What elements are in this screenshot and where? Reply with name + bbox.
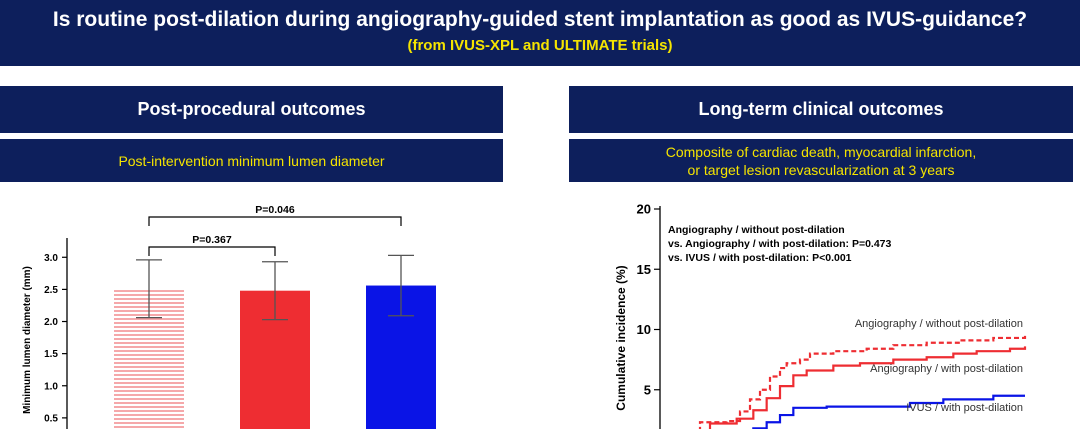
lumen-diameter-bar-chart: 0.5 1.0 1.5 2.0 2.5 3.0 Minimum lumen diamete… [22, 204, 436, 429]
bar-chart-y-ticks: 0.5 1.0 1.5 2.0 2.5 3.0 [44, 253, 67, 424]
left-panel-subheading-text: Post-intervention minimum lumen diameter [118, 152, 385, 169]
series-line [708, 346, 1027, 429]
series-line [698, 334, 1027, 429]
line-chart-y-tick-label: 5 [644, 382, 651, 397]
bar-chart-y-axis-label: Minimum lumen diameter (mm) [22, 266, 33, 414]
bar-chart-y-tick-label: 2.0 [44, 317, 58, 328]
page-title: Is routine post-dilation during angiogra… [52, 8, 1028, 31]
comparison-p-value: P=0.046 [255, 204, 295, 216]
bar-chart-comparisons: P=0.367 P=0.046 [148, 204, 402, 256]
cumulative-incidence-chart: 5 10 15 20 Cumulative incidence (%) Angiogr… [614, 202, 1027, 429]
comparison-p-value: P=0.367 [192, 234, 232, 246]
page-subtitle: (from IVUS-XPL and ULTIMATE trials) [407, 37, 673, 54]
series-label: Angiography / without post-dilation [855, 318, 1023, 330]
right-panel-subheading-line-2: or target lesion revascularization at 3 … [687, 161, 955, 178]
bar-chart-y-tick-label: 0.5 [44, 413, 58, 424]
bar-chart-y-tick-label: 1.5 [44, 349, 58, 360]
line-chart-y-tick-label: 20 [637, 202, 651, 217]
bar-chart-y-tick-label: 2.5 [44, 285, 58, 296]
line-chart-y-tick-label: 10 [637, 322, 651, 337]
left-panel-subheading: Post-intervention minimum lumen diameter [0, 139, 503, 182]
right-panel-subheading: Composite of cardiac death, myocardial i… [569, 139, 1073, 182]
line-chart-annotation-3: vs. IVUS / with post-dilation: P<0.001 [668, 252, 852, 264]
series-label: IVUS / with post-dilation [906, 402, 1023, 414]
right-panel-subheading-line-1: Composite of cardiac death, myocardial i… [665, 143, 977, 160]
right-panel-heading: Long-term clinical outcomes [569, 86, 1073, 133]
comparison-bracket [148, 246, 276, 256]
bar-chart-y-tick-label: 1.0 [44, 381, 58, 392]
series-line [752, 394, 1025, 429]
line-chart-annotation-2: vs. Angiography / with post-dilation: P=… [668, 238, 892, 250]
comparison-bracket [148, 216, 402, 226]
title-banner: Is routine post-dilation during angiogra… [0, 0, 1080, 66]
line-chart-series: Angiography / without post-dilation Angio… [698, 318, 1027, 429]
series-label: Angiography / with post-dilation [870, 363, 1023, 375]
line-chart-y-ticks: 5 10 15 20 [637, 202, 660, 397]
left-panel-heading: Post-procedural outcomes [0, 86, 503, 133]
bar-chart-y-tick-label: 3.0 [44, 253, 58, 264]
line-chart-y-axis-label: Cumulative incidence (%) [614, 265, 628, 410]
line-chart-y-tick-label: 15 [637, 262, 651, 277]
line-chart-annotation-1: Angiography / without post-dilation [668, 224, 845, 236]
bar-chart-bars [114, 254, 436, 429]
